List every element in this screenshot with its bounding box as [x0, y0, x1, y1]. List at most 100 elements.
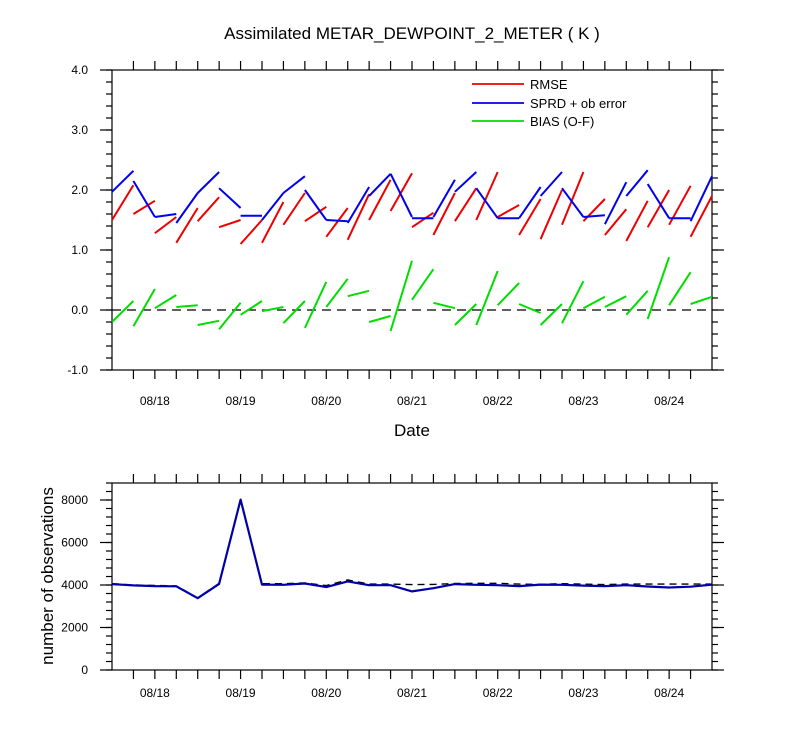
bias-series-segment — [604, 295, 627, 308]
top-x-tick-label: 08/24 — [654, 394, 684, 408]
rmse-series-segment — [196, 196, 220, 222]
rmse-series-segment — [411, 211, 434, 229]
sprd-series-segment — [389, 173, 413, 218]
top-y-tick-label: 2.0 — [71, 183, 88, 197]
rmse-series-segment — [132, 199, 156, 215]
sprd-series-segment — [432, 179, 456, 218]
x-axis-title: Date — [394, 421, 430, 440]
rmse-series-segment — [432, 192, 456, 236]
sprd-series-segment — [111, 170, 135, 193]
bias-series-segment — [518, 303, 541, 314]
bias-series-segment — [496, 282, 520, 306]
obs-possible-line — [111, 499, 712, 599]
top-x-tick-label: 08/21 — [397, 394, 427, 408]
bias-series-segment — [154, 294, 177, 310]
bias-series-segment — [646, 256, 671, 320]
bias-series-segment — [539, 303, 563, 326]
rmse-series-segment — [111, 184, 135, 221]
bias-series-segment — [454, 303, 478, 326]
bias-series-segment — [282, 300, 306, 324]
sprd-series-segment — [454, 171, 477, 193]
bottom-y-tick-label: 6000 — [61, 536, 88, 550]
top-x-tick-label: 08/23 — [568, 394, 598, 408]
bias-series-segment — [582, 295, 606, 310]
sprd-series-segment — [539, 171, 563, 197]
rmse-series-segment — [282, 192, 306, 226]
sprd-series-segment — [561, 187, 585, 218]
rmse-series-segment — [497, 204, 520, 218]
sprd-series-segment — [625, 169, 649, 197]
top-x-tick-label: 08/22 — [483, 394, 513, 408]
rmse-series-segment — [604, 208, 628, 236]
bottom-x-tick-label: 08/20 — [311, 686, 341, 700]
rmse-series-segment — [518, 198, 542, 236]
sprd-series-segment — [218, 187, 242, 209]
bottom-x-tick-label: 08/23 — [568, 686, 598, 700]
sprd-series-segment — [368, 173, 392, 197]
bias-series-segment — [561, 280, 585, 324]
sprd-series-segment — [132, 180, 156, 218]
bias-series-segment — [176, 304, 198, 308]
rmse-series-segment — [689, 195, 713, 238]
bias-series-segment — [218, 302, 242, 330]
bottom-x-tick-label: 08/22 — [483, 686, 513, 700]
rmse-series-segment — [539, 189, 563, 240]
bias-series-segment — [389, 260, 413, 332]
sprd-series-segment — [154, 213, 177, 218]
bias-series-segment — [240, 300, 263, 316]
bias-series-segment — [111, 300, 135, 323]
sprd-series-segment — [475, 187, 499, 219]
sprd-series-segment — [261, 192, 285, 221]
sprd-series-segment — [689, 175, 713, 222]
top-y-tick-label: -1.0 — [67, 363, 88, 377]
obs-used-line — [111, 498, 713, 600]
bias-series-segment — [325, 278, 349, 308]
rmse-series-segment — [346, 193, 371, 241]
rmse-series-segment — [475, 171, 499, 221]
bottom-y-tick-label: 8000 — [61, 493, 88, 507]
bias-series-segment — [668, 271, 692, 306]
sprd-series-segment — [175, 192, 199, 224]
bias-series-segment — [197, 319, 220, 326]
sprd-series-segment — [646, 183, 670, 219]
top-x-tick-label: 08/18 — [140, 394, 170, 408]
top-x-tick-label: 08/19 — [226, 394, 256, 408]
sprd-series-segment — [346, 186, 370, 224]
rmse-series-segment — [261, 201, 285, 244]
top-y-tick-label: 3.0 — [71, 123, 88, 137]
bias-series-segment — [411, 268, 435, 301]
rmse-series-segment — [646, 189, 670, 228]
bottom-x-tick-label: 08/18 — [140, 686, 170, 700]
bottom-x-tick-label: 08/21 — [397, 686, 427, 700]
sprd-series-segment — [604, 181, 628, 225]
rmse-series-segment — [154, 216, 177, 234]
bias-series-segment — [303, 281, 328, 329]
rmse-series-segment — [325, 207, 349, 238]
top-chart: Assimilated METAR_DEWPOINT_2_METER ( K )… — [67, 24, 724, 440]
bottom-y-tick-label: 4000 — [61, 578, 88, 592]
top-y-tick-label: 0.0 — [71, 303, 88, 317]
bias-series-segment — [690, 295, 713, 305]
bias-series-segment — [132, 288, 156, 327]
rmse-series-segment — [389, 172, 413, 212]
legend-bias-label: BIAS (O-F) — [530, 114, 594, 129]
bottom-plot-frame — [111, 482, 713, 671]
legend-sprd-label: SPRD + ob error — [530, 96, 627, 111]
sprd-series-segment — [304, 189, 328, 221]
bottom-chart: 08/18 08/19 08/20 08/21 08/22 08/23 08/24 0 2000… — [38, 474, 724, 700]
sprd-series-segment — [518, 186, 542, 219]
bottom-x-tick-label: 08/19 — [226, 686, 256, 700]
rmse-series-segment — [175, 207, 199, 244]
legend-rmse-label: RMSE — [530, 77, 568, 92]
bias-series-segment — [433, 301, 456, 310]
rmse-series-segment — [561, 171, 585, 226]
y-axis-title-observations: number of observations — [38, 487, 57, 665]
top-x-tick-label: 08/20 — [311, 394, 341, 408]
sprd-series-segment — [326, 219, 348, 223]
bottom-y-tick-label: 0 — [81, 663, 88, 677]
bias-series-segment — [368, 315, 391, 323]
legend: RMSE SPRD + ob error BIAS (O-F) — [472, 77, 627, 129]
rmse-series-segment — [368, 179, 392, 221]
top-y-tick-label: 4.0 — [71, 63, 88, 77]
